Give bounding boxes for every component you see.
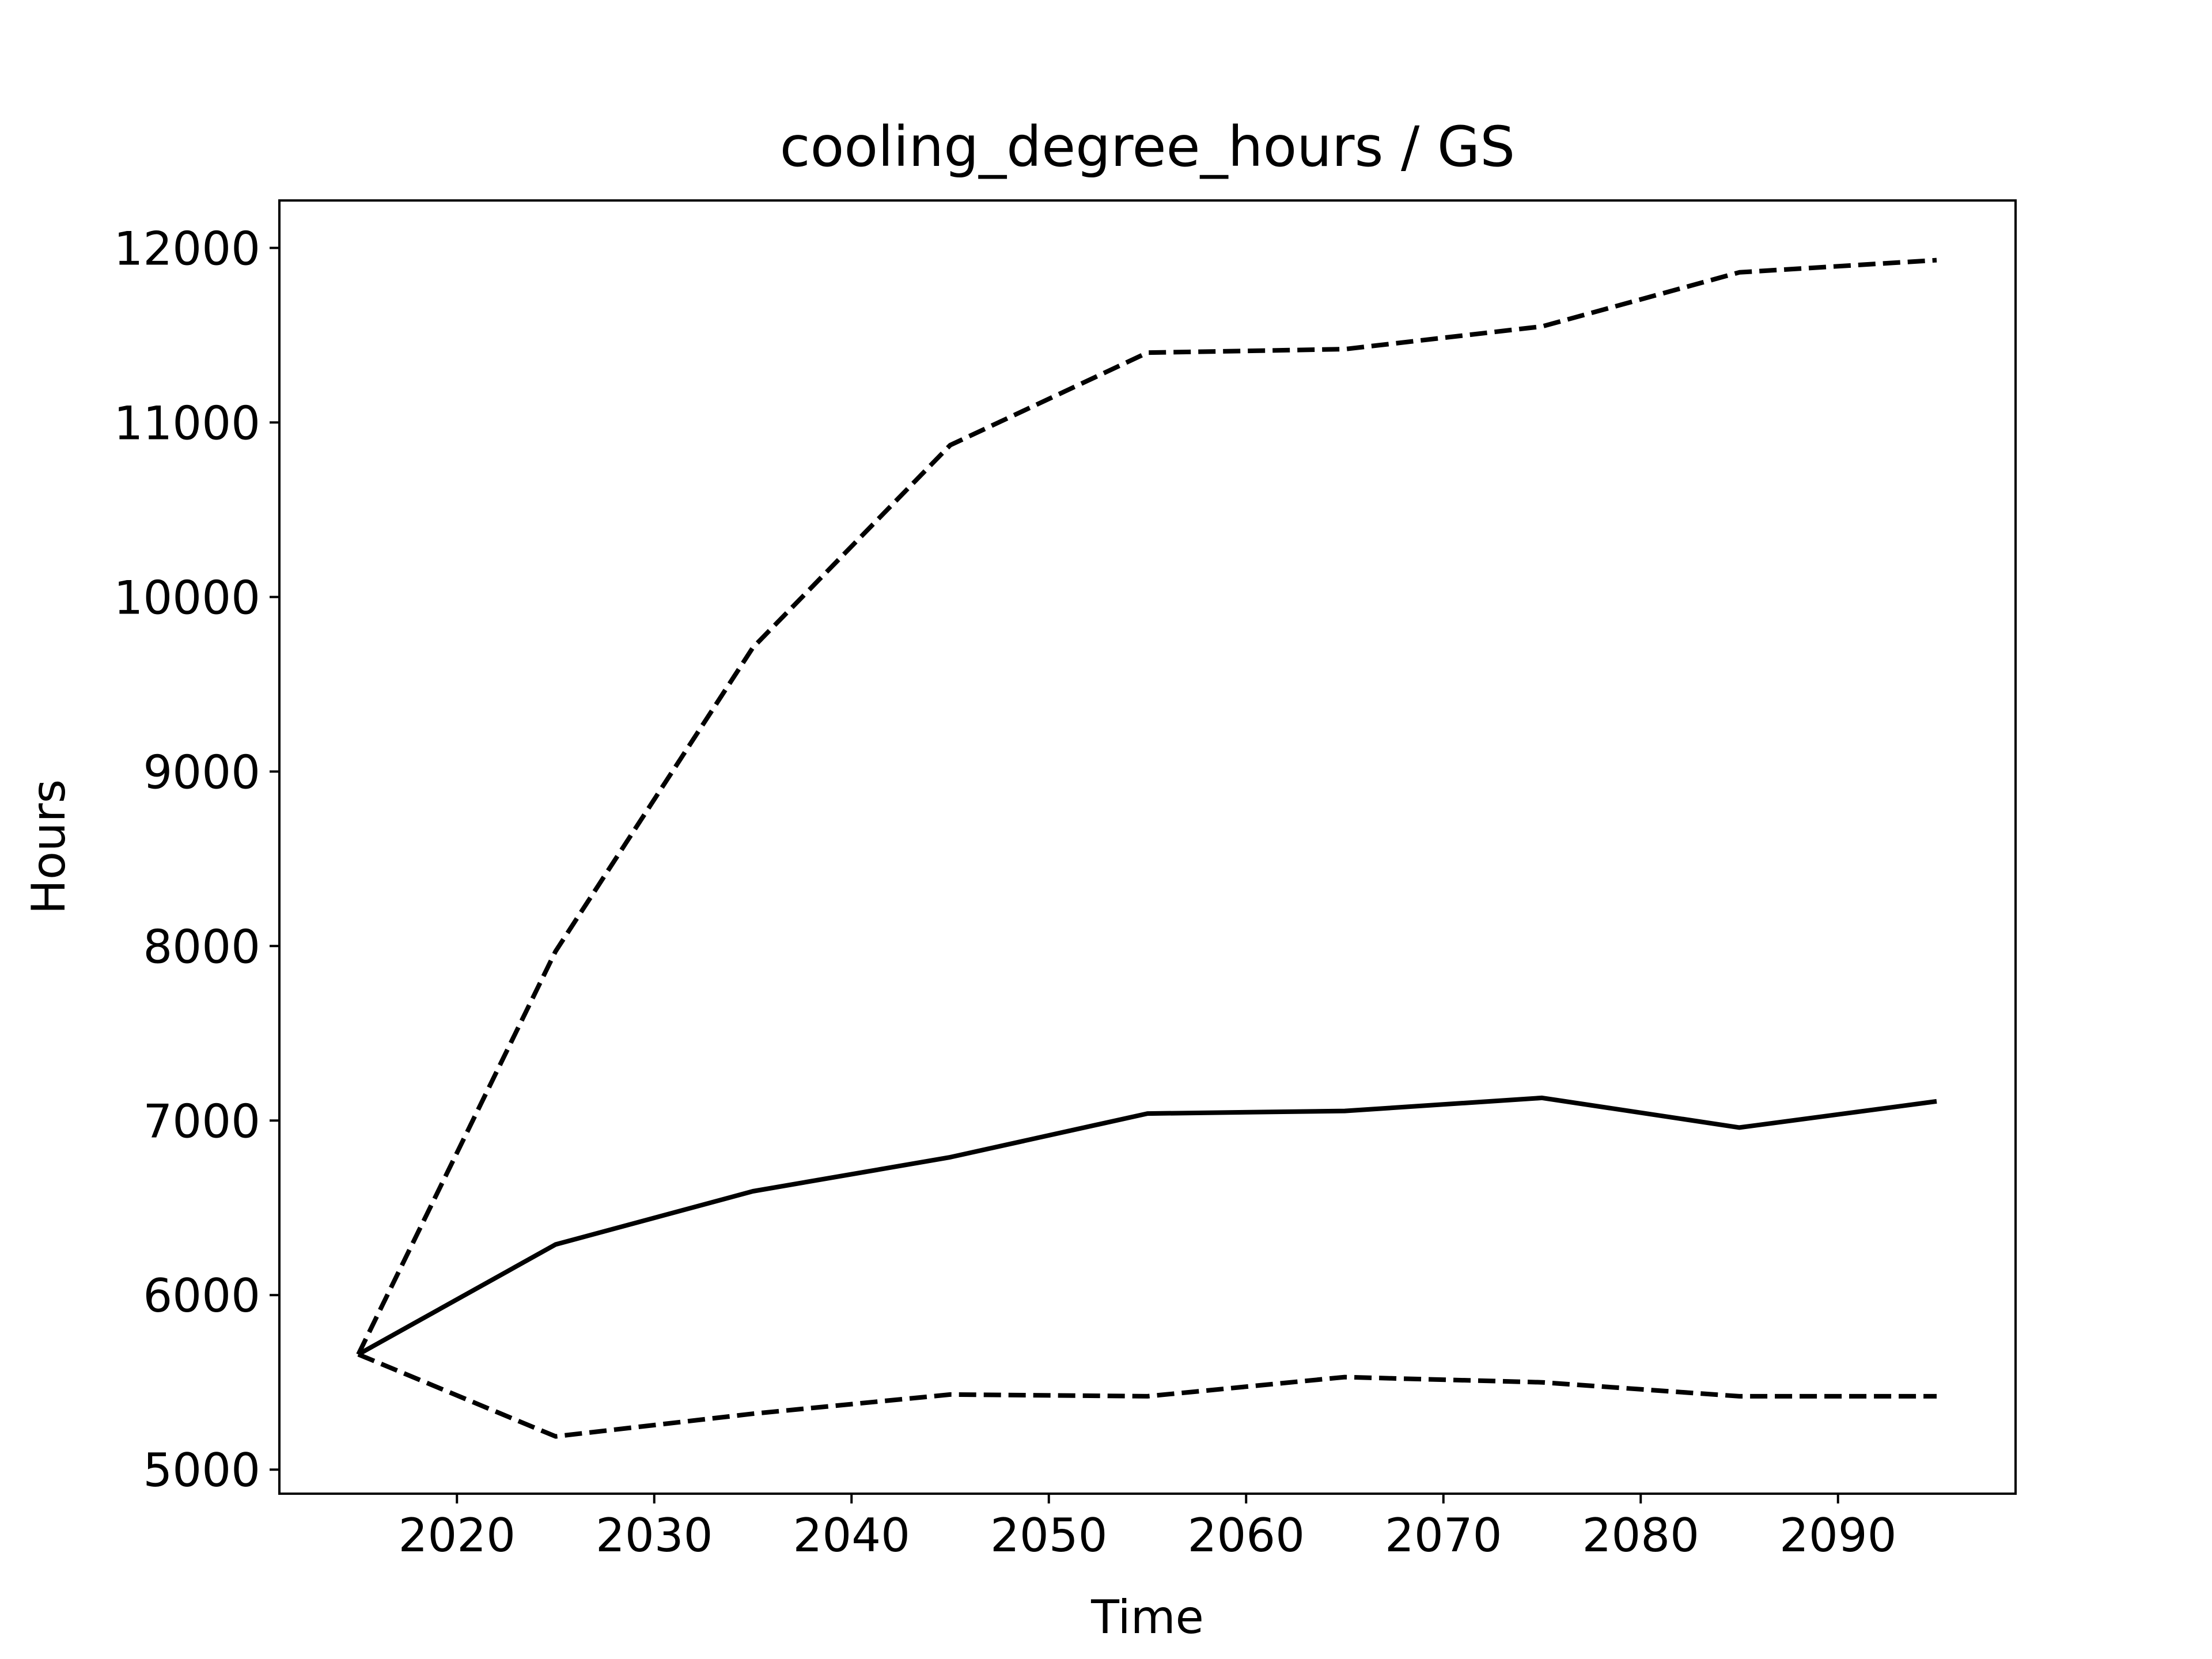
series-line-2 — [357, 1352, 1937, 1439]
x-tick-label: 2080 — [1582, 1509, 1699, 1562]
y-tick-label: 9000 — [143, 745, 260, 799]
x-tick-label: 2020 — [398, 1509, 516, 1562]
x-tick-label: 2040 — [793, 1509, 910, 1562]
series-line-0 — [357, 1095, 1937, 1357]
x-axis-label: Time — [1090, 1590, 1204, 1644]
plot-area-frame — [278, 199, 2017, 1495]
y-tick-label: 6000 — [143, 1269, 260, 1323]
x-tick-label: 2090 — [1779, 1509, 1897, 1562]
y-tick-label: 11000 — [114, 396, 261, 450]
series-layer — [356, 257, 1937, 1439]
y-tick-label: 10000 — [114, 571, 261, 624]
y-tick-label: 7000 — [143, 1094, 260, 1148]
y-tick-label: 8000 — [143, 920, 260, 974]
x-tick-label: 2030 — [596, 1509, 713, 1562]
chart-title: cooling_degree_hours / GS — [780, 115, 1515, 179]
x-tick-label: 2050 — [990, 1509, 1108, 1562]
y-tick-label: 5000 — [143, 1444, 260, 1497]
y-ticks: 5000 6000 7000 8000 9000 10000 11000 12000 — [114, 222, 279, 1497]
series-line-1 — [356, 257, 1937, 1355]
y-axis-label: Hours — [22, 779, 75, 914]
x-tick-label: 2070 — [1385, 1509, 1502, 1562]
x-tick-label: 2060 — [1187, 1509, 1305, 1562]
y-tick-label: 12000 — [114, 222, 261, 275]
x-ticks: 2020 2030 2040 2050 2060 2070 2080 2090 — [398, 1494, 1897, 1562]
